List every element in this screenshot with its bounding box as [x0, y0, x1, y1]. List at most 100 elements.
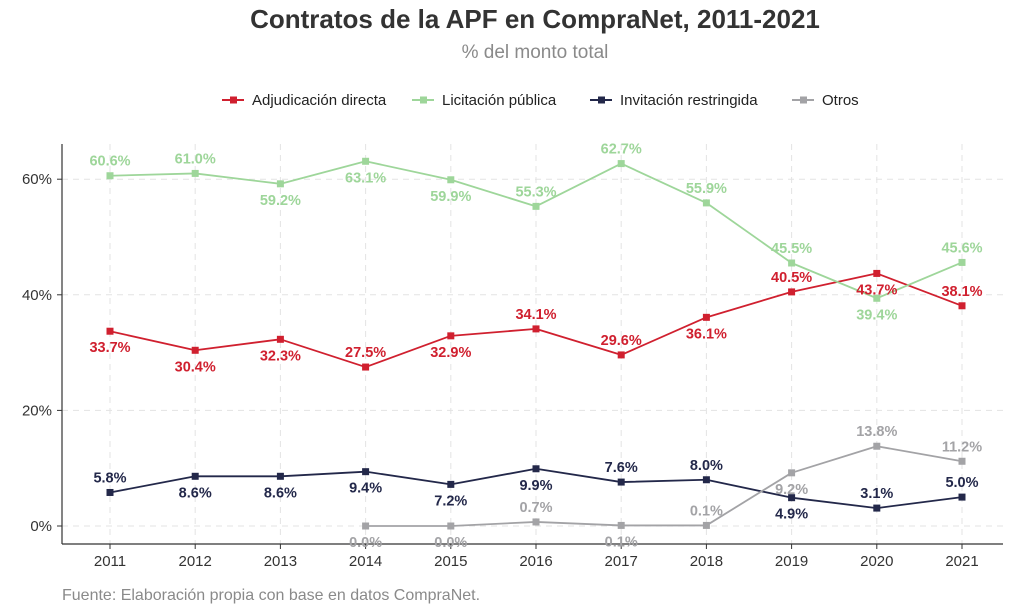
series-0-label-7: 36.1%: [686, 326, 727, 342]
legend-swatch-marker-2: [598, 96, 605, 104]
series-2-label-5: 9.9%: [519, 478, 552, 494]
series-3-label-5: 0.7%: [519, 500, 552, 516]
series-1-label-4: 59.9%: [430, 189, 471, 205]
ytick-label-2: 40%: [22, 287, 52, 304]
xtick-label-9: 2020: [860, 553, 893, 570]
series-1-label-2: 59.2%: [260, 193, 301, 209]
series-3-point-8: [788, 469, 796, 477]
ytick-label-0: 0%: [30, 518, 52, 535]
series-3-label-6: 0.1%: [605, 534, 638, 550]
series-0-label-2: 32.3%: [260, 348, 301, 364]
series-1-label-0: 60.6%: [89, 154, 130, 170]
series-0-point-2: [276, 335, 284, 343]
series-3-point-6: [617, 521, 625, 529]
xtick-label-4: 2015: [434, 553, 467, 570]
plot-panel: [62, 144, 1003, 544]
series-0-point-9: [873, 269, 881, 277]
series-0-label-4: 32.9%: [430, 345, 471, 361]
legend-label-0: Adjudicación directa: [252, 92, 387, 109]
series-1-point-4: [447, 176, 455, 184]
xtick-label-10: 2021: [945, 553, 978, 570]
series-3-point-9: [873, 442, 881, 450]
series-0-point-5: [532, 325, 540, 333]
series-0-label-10: 38.1%: [941, 284, 982, 300]
series-0-point-0: [106, 327, 114, 335]
series-0-point-4: [447, 332, 455, 340]
series-0-point-8: [788, 288, 796, 296]
series-3-point-4: [447, 522, 455, 530]
series-2-label-9: 3.1%: [860, 486, 893, 502]
series-0-label-1: 30.4%: [175, 359, 216, 375]
xtick-label-3: 2014: [349, 553, 382, 570]
legend: Adjudicación directa Licitación pública In…: [222, 92, 859, 109]
series-2-point-8: [788, 494, 796, 502]
series-3-point-7: [702, 521, 710, 529]
chart-title: Contratos de la APF en CompraNet, 2011-2…: [250, 4, 820, 34]
legend-swatch-marker-0: [230, 96, 237, 104]
legend-swatch-marker-1: [420, 96, 427, 104]
series-2-point-2: [276, 472, 284, 480]
series-0-label-3: 27.5%: [345, 345, 386, 361]
series-2-point-10: [958, 493, 966, 501]
series-2-point-7: [702, 476, 710, 484]
ytick-label-1: 20%: [22, 402, 52, 419]
series-1-point-0: [106, 172, 114, 180]
series-1-point-10: [958, 258, 966, 266]
series-1-label-1: 61.0%: [175, 151, 216, 167]
series-1-label-8: 45.5%: [771, 241, 812, 257]
series-1-point-3: [362, 157, 370, 165]
series-2-label-0: 5.8%: [93, 470, 126, 486]
series-2-point-1: [191, 472, 199, 480]
series-2-label-10: 5.0%: [945, 475, 978, 491]
series-1-label-6: 62.7%: [601, 142, 642, 158]
series-1-label-10: 45.6%: [941, 240, 982, 256]
series-0-point-3: [362, 363, 370, 371]
series-1-point-6: [617, 160, 625, 168]
series-0-label-8: 40.5%: [771, 270, 812, 286]
series-1-label-5: 55.3%: [515, 184, 556, 200]
xtick-label-1: 2012: [179, 553, 212, 570]
series-3-label-9: 13.8%: [856, 424, 897, 440]
series-2-point-9: [873, 504, 881, 512]
series-2-label-3: 9.4%: [349, 481, 382, 497]
series-2-point-6: [617, 478, 625, 486]
series-2-point-5: [532, 465, 540, 473]
series-0-point-1: [191, 346, 199, 354]
legend-label-2: Invitación restringida: [620, 92, 758, 109]
series-0-label-9: 43.7%: [856, 282, 897, 298]
series-3-point-3: [362, 522, 370, 530]
series-line-3: [365, 445, 963, 527]
series-3-point-10: [958, 457, 966, 465]
series-0-label-0: 33.7%: [89, 340, 130, 356]
series-2-label-1: 8.6%: [179, 485, 212, 501]
legend-swatch-marker-3: [800, 96, 807, 104]
legend-label-1: Licitación pública: [442, 92, 557, 109]
series-0-label-5: 34.1%: [515, 307, 556, 323]
series-2-label-8: 4.9%: [775, 507, 808, 523]
series-1-label-9: 39.4%: [856, 307, 897, 323]
series-points: [106, 157, 966, 530]
legend-label-3: Otros: [822, 92, 859, 109]
series-1-point-5: [532, 202, 540, 210]
xtick-label-5: 2016: [519, 553, 552, 570]
xtick-label-2: 2013: [264, 553, 297, 570]
data-labels: 33.7% 30.4% 32.3% 27.5% 32.9% 34.1% 29.6% 36.1%…: [89, 142, 982, 551]
series-3-point-5: [532, 518, 540, 526]
series-2-point-3: [362, 468, 370, 476]
series-3-label-8: 9.2%: [775, 482, 808, 498]
series-0-point-6: [617, 351, 625, 359]
series-3-label-3: 0.0%: [349, 535, 382, 551]
series-2-label-2: 8.6%: [264, 485, 297, 501]
series-1-point-7: [702, 199, 710, 207]
series-1-point-1: [191, 169, 199, 177]
series-1-point-8: [788, 259, 796, 267]
series-1-label-7: 55.9%: [686, 181, 727, 197]
series-0-point-7: [702, 313, 710, 321]
series-1-label-3: 63.1%: [345, 170, 386, 186]
xtick-label-6: 2017: [605, 553, 638, 570]
series-2-label-7: 8.0%: [690, 458, 723, 474]
xtick-label-0: 2011: [94, 553, 126, 570]
ytick-label-3: 60%: [22, 171, 52, 188]
xtick-label-8: 2019: [775, 553, 808, 570]
